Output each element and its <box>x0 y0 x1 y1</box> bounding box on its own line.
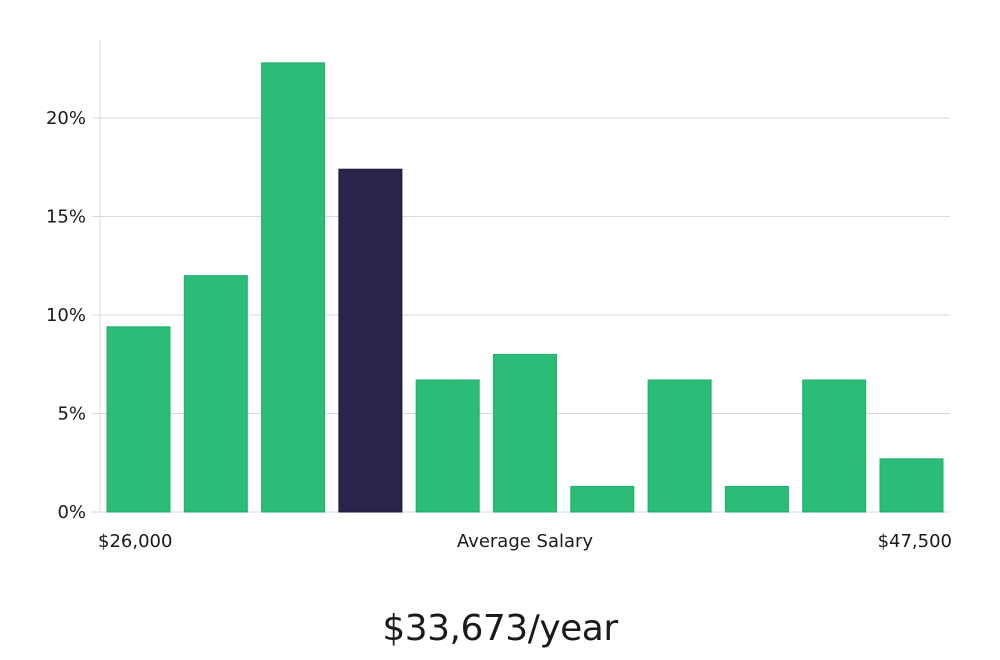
bar <box>724 485 789 513</box>
x-axis-start-label: $26,000 <box>98 531 172 552</box>
y-axis-ticks: 0% 5% 10% 15% 20% <box>46 108 100 523</box>
bar <box>106 326 171 513</box>
bar <box>493 353 557 513</box>
x-axis-title: Average Salary <box>457 531 594 552</box>
bar <box>879 458 944 513</box>
bar <box>183 275 248 513</box>
salary-histogram: 0% 5% 10% 15% 20% $26,000 Average Salary $47… <box>46 40 952 552</box>
bar-highlighted <box>338 168 403 513</box>
y-tick-label: 5% <box>57 404 86 425</box>
bar <box>415 379 480 513</box>
y-tick-label: 20% <box>46 108 86 129</box>
bars <box>106 62 944 513</box>
x-axis-end-label: $47,500 <box>878 531 952 552</box>
bar <box>261 62 326 513</box>
bar <box>647 379 712 513</box>
y-tick-label: 15% <box>46 207 86 228</box>
y-tick-label: 10% <box>46 305 86 326</box>
bar <box>570 485 635 513</box>
bar <box>802 379 867 513</box>
average-salary-value: $33,673/year <box>382 608 618 649</box>
y-tick-label: 0% <box>57 502 86 523</box>
